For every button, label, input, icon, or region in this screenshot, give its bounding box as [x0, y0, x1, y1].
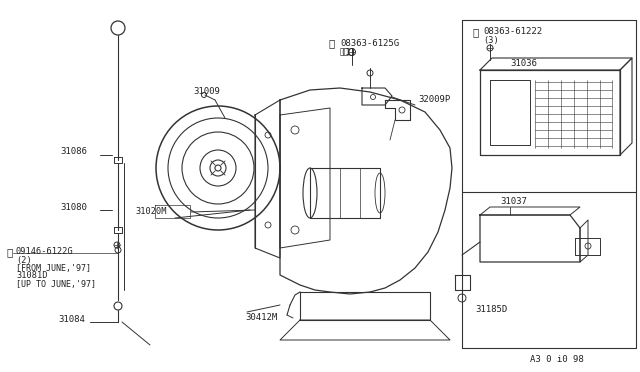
Text: (3): (3): [483, 36, 499, 45]
Text: 08363-61222: 08363-61222: [483, 28, 542, 36]
Text: 32009P: 32009P: [418, 96, 451, 105]
Text: 31080: 31080: [60, 202, 87, 212]
Text: Ⓢ: Ⓢ: [328, 38, 334, 48]
Text: [FROM JUNE,'97]: [FROM JUNE,'97]: [16, 263, 91, 273]
Text: 31037: 31037: [500, 198, 527, 206]
Text: Ⓢ: Ⓢ: [472, 27, 478, 37]
Text: Ⓑ: Ⓑ: [6, 247, 12, 257]
Text: 31020M: 31020M: [135, 208, 166, 217]
Text: (2): (2): [16, 256, 32, 264]
Text: A3 0 i0 98: A3 0 i0 98: [530, 356, 584, 365]
Text: [UP TO JUNE,'97]: [UP TO JUNE,'97]: [16, 279, 96, 289]
Text: 31081D: 31081D: [16, 272, 47, 280]
Text: 31086: 31086: [60, 148, 87, 157]
Text: 08363-6125G: 08363-6125G: [340, 38, 399, 48]
Text: 31185D: 31185D: [475, 305, 508, 314]
Text: 30412M: 30412M: [245, 314, 277, 323]
Text: (1): (1): [340, 48, 356, 57]
Text: （１）: （１）: [340, 48, 355, 57]
Text: 31009: 31009: [193, 87, 220, 96]
Text: 09146-6122G: 09146-6122G: [16, 247, 74, 257]
Text: 31084: 31084: [58, 314, 85, 324]
Text: 31036: 31036: [510, 58, 537, 67]
